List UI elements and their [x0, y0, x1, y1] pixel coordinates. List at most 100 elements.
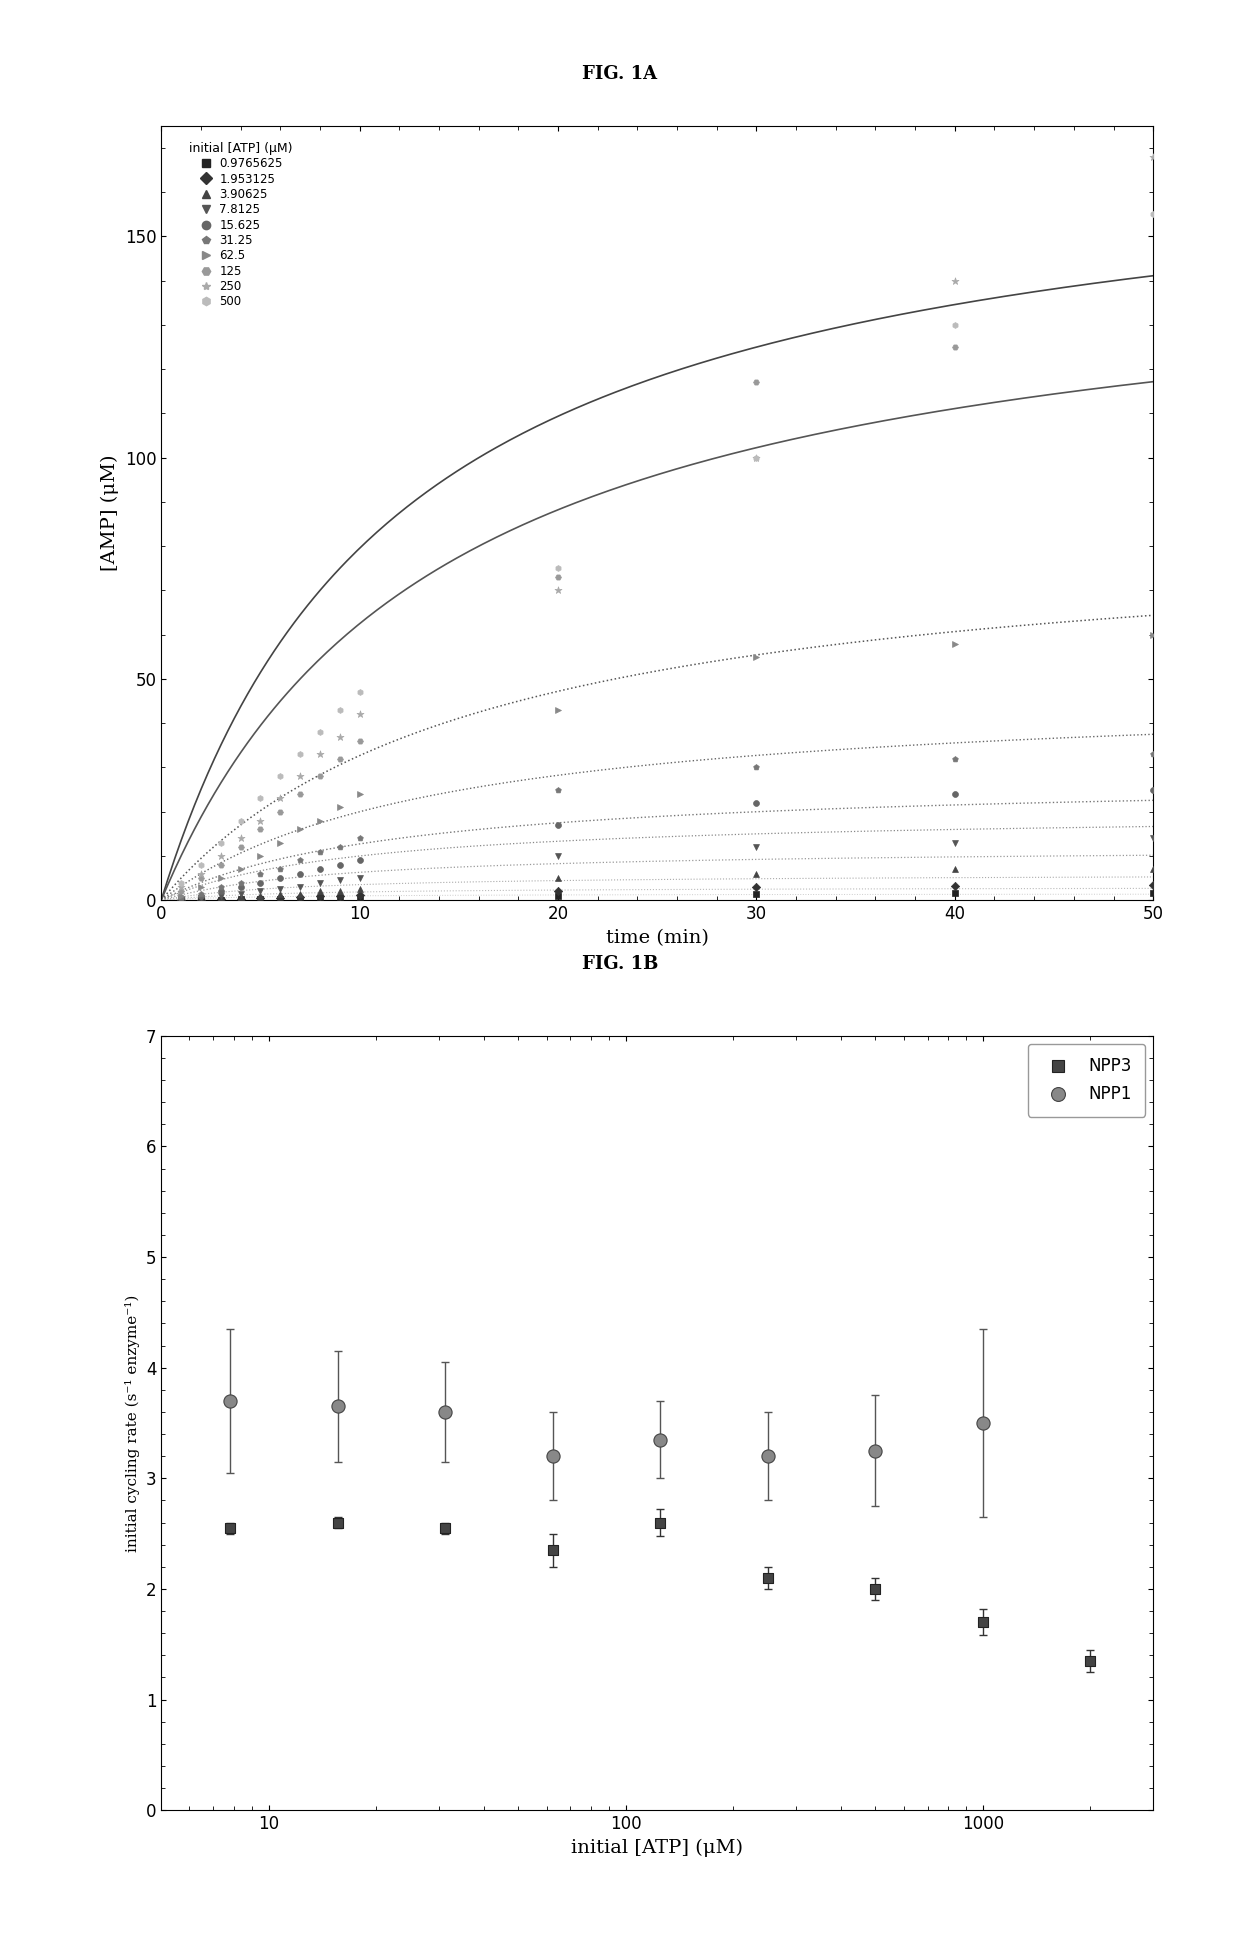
Point [231, 805, 250, 836]
Point [945, 854, 965, 885]
Point [290, 778, 310, 809]
Point [221, 1386, 241, 1417]
Point [435, 1396, 455, 1427]
Legend: NPP3, NPP1: NPP3, NPP1 [1028, 1044, 1145, 1117]
Point [945, 331, 965, 362]
Point [330, 743, 350, 774]
Point [211, 885, 231, 916]
Point [290, 871, 310, 902]
Point [548, 774, 568, 805]
Point [435, 1512, 455, 1543]
Point [746, 751, 766, 782]
Point [548, 554, 568, 585]
Point [866, 1435, 885, 1466]
Point [270, 883, 290, 914]
Point [746, 368, 766, 399]
Point [310, 867, 330, 898]
Point [330, 720, 350, 751]
Point [758, 1562, 777, 1593]
Point [191, 879, 211, 910]
Point [350, 823, 370, 854]
Point [350, 863, 370, 894]
Point [866, 1574, 885, 1605]
Point [746, 788, 766, 819]
Point [330, 832, 350, 863]
Point [350, 778, 370, 809]
Point [250, 840, 270, 871]
Point [211, 881, 231, 912]
Point [746, 441, 766, 472]
Point [1143, 869, 1163, 900]
Point [270, 879, 290, 910]
Point [310, 836, 330, 867]
Point [1143, 877, 1163, 908]
Point [746, 879, 766, 910]
X-axis label: time (min): time (min) [606, 929, 708, 947]
Point [330, 792, 350, 823]
Point [231, 867, 250, 898]
Point [290, 883, 310, 914]
Point [290, 844, 310, 875]
Point [191, 883, 211, 914]
Point [548, 575, 568, 606]
Point [270, 796, 290, 827]
Point [973, 1607, 993, 1638]
Point [330, 850, 350, 881]
Point [171, 885, 191, 916]
Point [973, 1407, 993, 1438]
Point [1143, 774, 1163, 805]
Point [250, 813, 270, 844]
Point [171, 885, 191, 916]
Point [548, 881, 568, 912]
Point [350, 879, 370, 910]
Point [350, 844, 370, 875]
Point [191, 858, 211, 889]
Point [231, 883, 250, 914]
Point [270, 827, 290, 858]
Point [250, 883, 270, 914]
Point [746, 858, 766, 889]
Point [746, 441, 766, 472]
Point [171, 875, 191, 906]
Point [945, 877, 965, 908]
Point [171, 881, 191, 912]
Point [171, 871, 191, 902]
Point [290, 813, 310, 844]
Legend: 0.9765625, 1.953125, 3.90625, 7.8125, 15.625, 31.25, 62.5, 125, 250, 500: 0.9765625, 1.953125, 3.90625, 7.8125, 15… [187, 139, 295, 312]
Point [310, 805, 330, 836]
Point [270, 883, 290, 914]
Point [231, 832, 250, 863]
Point [250, 782, 270, 813]
Point [211, 871, 231, 902]
Point [548, 840, 568, 871]
Point [945, 627, 965, 658]
Point [327, 1506, 347, 1537]
Point [270, 854, 290, 885]
Point [330, 695, 350, 726]
Point [310, 883, 330, 914]
Point [211, 875, 231, 906]
Point [327, 1390, 347, 1421]
Point [211, 840, 231, 871]
Y-axis label: [AMP] (μM): [AMP] (μM) [100, 455, 119, 571]
Point [191, 885, 211, 916]
Y-axis label: initial cycling rate (s⁻¹ enzyme⁻¹): initial cycling rate (s⁻¹ enzyme⁻¹) [125, 1295, 140, 1551]
Point [1143, 620, 1163, 650]
Point [270, 873, 290, 904]
Text: FIG. 1A: FIG. 1A [583, 64, 657, 83]
Point [171, 885, 191, 916]
Point [191, 871, 211, 902]
Text: FIG. 1B: FIG. 1B [582, 954, 658, 974]
Point [945, 778, 965, 809]
Point [548, 809, 568, 840]
Point [350, 873, 370, 904]
Point [171, 883, 191, 914]
Point [171, 867, 191, 898]
Point [270, 761, 290, 792]
Point [191, 863, 211, 894]
Point [548, 695, 568, 726]
Point [945, 869, 965, 900]
Point [1143, 740, 1163, 771]
Point [350, 699, 370, 730]
Point [758, 1440, 777, 1471]
